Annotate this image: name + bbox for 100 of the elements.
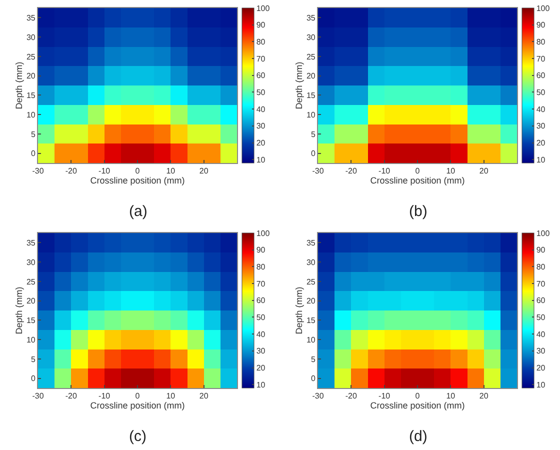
text: (a): [129, 203, 148, 220]
color-bar-label: 50: [256, 313, 266, 322]
x-tick-label: 10: [446, 166, 456, 176]
x-tick-label: 10: [446, 392, 456, 401]
color-bar-label: 50: [536, 313, 546, 322]
color-bar-label: 60: [536, 71, 546, 80]
x-tick-label: 10: [166, 392, 176, 401]
y-axis-title: Depth (mm): [294, 286, 304, 334]
color-bar-label: 10: [536, 155, 546, 164]
y-tick-label: 25: [26, 52, 36, 62]
color-bar-label: 100: [536, 228, 550, 238]
x-tick-label: 0: [415, 392, 420, 401]
color-bar-label: 40: [256, 330, 266, 339]
x-tick-label: 0: [415, 166, 420, 176]
y-tick-label: 30: [306, 32, 316, 42]
text: (d): [409, 428, 428, 445]
x-tick-label: -20: [65, 166, 78, 176]
x-tick-label: 20: [479, 392, 489, 401]
y-tick-label: 0: [310, 149, 316, 158]
y-tick-label: 5: [30, 130, 36, 139]
x-tick-label: -20: [345, 166, 358, 176]
x-axis-title: Crossline position (mm): [90, 400, 185, 411]
y-tick-label: 35: [26, 238, 36, 248]
y-tick-label: 15: [306, 316, 316, 325]
color-bar-label: 40: [536, 330, 546, 339]
y-tick-label: 20: [26, 296, 36, 306]
x-tick-label: 0: [135, 392, 140, 401]
color-bar-label: 50: [536, 88, 546, 98]
color-bar-label: 100: [536, 4, 550, 13]
color-bar-label: 70: [256, 279, 266, 288]
y-tick-label: 0: [30, 149, 36, 158]
color-bar-label: 20: [536, 138, 546, 148]
color-bar-label: 90: [256, 246, 266, 255]
x-tick-label: -30: [32, 166, 44, 176]
x-tick-label: -10: [98, 392, 111, 401]
color-bar-label: 30: [256, 346, 266, 356]
x-tick-label: -10: [378, 392, 391, 401]
y-tick-label: 25: [26, 277, 36, 286]
y-tick-label: 15: [26, 316, 36, 325]
color-bar-label: 90: [256, 20, 266, 30]
color-bar-label: 50: [256, 88, 266, 98]
y-axis-title: Depth (mm): [14, 286, 24, 334]
color-bar-label: 30: [256, 122, 266, 131]
y-tick-label: 15: [26, 90, 36, 100]
y-tick-label: 30: [26, 258, 36, 267]
x-tick-label: -10: [98, 166, 111, 176]
color-bar-label: 80: [256, 38, 266, 46]
x-tick-label: 0: [135, 166, 140, 176]
x-tick-label: 10: [166, 166, 176, 176]
x-axis-title: Crossline position (mm): [90, 176, 185, 186]
x-tick-label: -30: [312, 392, 324, 401]
text: (b): [409, 203, 428, 220]
color-bar-label: 80: [536, 38, 546, 46]
y-tick-label: 5: [30, 354, 36, 364]
y-tick-label: 20: [26, 72, 36, 81]
color-bar-label: 10: [256, 380, 266, 390]
color-bar-label: 20: [256, 364, 266, 373]
y-tick-label: 20: [306, 296, 316, 306]
y-tick-label: 10: [306, 110, 316, 120]
x-axis-title: Crossline position (mm): [370, 400, 465, 411]
color-bar-label: 10: [256, 155, 266, 164]
color-bar-label: 90: [536, 20, 546, 30]
color-bar-label: 20: [256, 138, 266, 148]
y-tick-label: 30: [306, 258, 316, 267]
x-tick-label: -30: [312, 166, 324, 176]
color-bar-label: 40: [536, 104, 546, 114]
color-bar-label: 30: [536, 346, 546, 356]
y-tick-label: 35: [26, 13, 36, 22]
color-bar-label: 90: [536, 246, 546, 255]
y-tick-label: 10: [26, 110, 36, 120]
y-tick-label: 35: [306, 238, 316, 248]
color-bar-label: 30: [536, 122, 546, 131]
color-bar-label: 60: [256, 296, 266, 306]
x-tick-label: 20: [479, 166, 489, 176]
color-bar-label: 10: [536, 380, 546, 390]
x-tick-label: 20: [199, 166, 209, 176]
x-tick-label: -30: [32, 392, 44, 401]
y-tick-label: 25: [306, 277, 316, 286]
y-tick-label: 35: [306, 13, 316, 22]
x-tick-label: -20: [345, 392, 358, 401]
x-tick-label: -20: [65, 392, 78, 401]
y-tick-label: 10: [306, 335, 316, 344]
color-bar-label: 80: [256, 262, 266, 272]
x-tick-label: 20: [199, 392, 209, 401]
y-tick-label: 0: [310, 374, 316, 384]
y-tick-label: 0: [30, 374, 36, 384]
color-bar-label: 70: [536, 279, 546, 288]
color-bar-label: 20: [536, 364, 546, 373]
color-bar-label: 70: [256, 54, 266, 64]
y-tick-label: 20: [306, 72, 316, 81]
y-tick-label: 25: [306, 52, 316, 62]
y-axis-title: Depth (mm): [14, 62, 24, 110]
y-tick-label: 5: [310, 354, 316, 364]
color-bar-label: 100: [256, 4, 270, 13]
text: (c): [129, 428, 146, 445]
color-bar-label: 60: [536, 296, 546, 306]
y-tick-label: 10: [26, 335, 36, 344]
color-bar-label: 60: [256, 71, 266, 80]
color-bar-label: 70: [536, 54, 546, 64]
color-bar-label: 100: [256, 228, 270, 238]
